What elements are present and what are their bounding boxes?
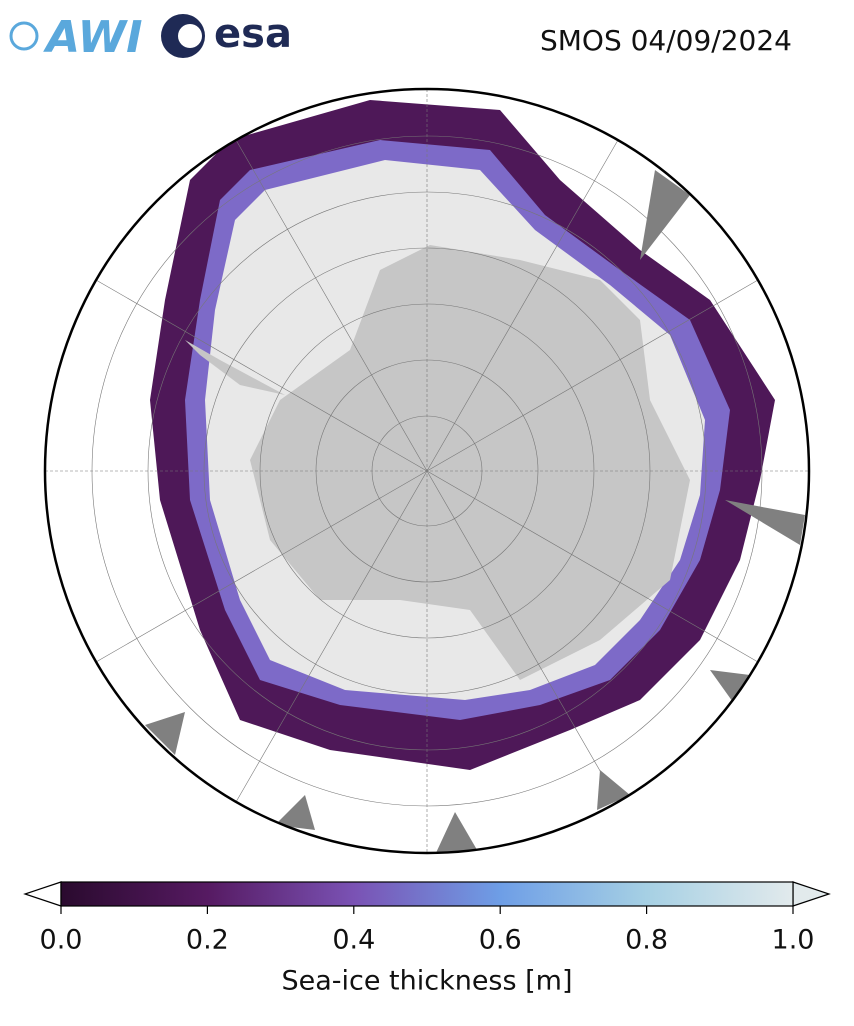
map-border bbox=[43, 87, 811, 855]
awi-logo: AWI bbox=[9, 12, 143, 63]
colorbar-tick-label: 0.4 bbox=[332, 925, 375, 956]
colorbar-label: Sea-ice thickness [m] bbox=[281, 966, 572, 997]
colorbar-tick-label: 0.2 bbox=[186, 925, 229, 956]
graticule bbox=[45, 89, 809, 853]
colorbar-extend-low bbox=[23, 881, 62, 907]
missing-data bbox=[145, 170, 805, 853]
awi-text: AWI bbox=[43, 12, 143, 63]
map bbox=[45, 89, 809, 853]
colorbar-tick-label: 1.0 bbox=[772, 925, 815, 956]
esa-logo: esa bbox=[161, 11, 292, 58]
colorbar-tick-label: 0.8 bbox=[625, 925, 668, 956]
antarctica bbox=[185, 245, 690, 680]
esa-text: esa bbox=[214, 11, 292, 57]
colorbar-extend-high bbox=[792, 881, 831, 907]
colorbar-tick-label: 0.0 bbox=[40, 925, 83, 956]
colorbar: Sea-ice thickness [m] 0.0 0.2 0.4 0.6 0.8 1.0 bbox=[23, 881, 831, 997]
map-title: SMOS 04/09/2024 bbox=[540, 24, 792, 57]
colorbar-tick-label: 0.6 bbox=[479, 925, 522, 956]
colorbar-gradient bbox=[60, 881, 794, 907]
